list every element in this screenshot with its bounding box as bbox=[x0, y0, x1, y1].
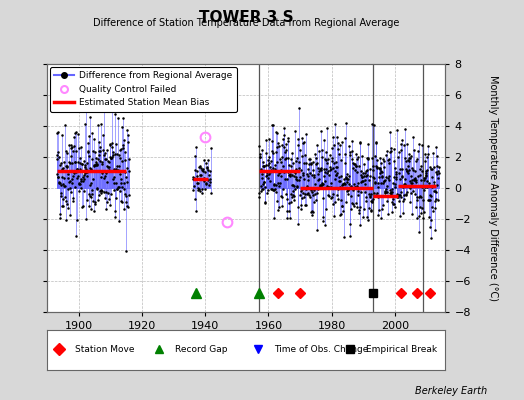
Text: Berkeley Earth: Berkeley Earth bbox=[415, 386, 487, 396]
Text: Record Gap: Record Gap bbox=[174, 345, 227, 354]
Text: Empirical Break: Empirical Break bbox=[366, 345, 437, 354]
Text: TOWER 3 S: TOWER 3 S bbox=[199, 10, 293, 25]
Legend: Difference from Regional Average, Quality Control Failed, Estimated Station Mean: Difference from Regional Average, Qualit… bbox=[50, 67, 236, 112]
Text: Time of Obs. Change: Time of Obs. Change bbox=[274, 345, 368, 354]
Y-axis label: Monthly Temperature Anomaly Difference (°C): Monthly Temperature Anomaly Difference (… bbox=[488, 75, 498, 301]
Text: Difference of Station Temperature Data from Regional Average: Difference of Station Temperature Data f… bbox=[93, 18, 399, 28]
Text: Station Move: Station Move bbox=[75, 345, 135, 354]
